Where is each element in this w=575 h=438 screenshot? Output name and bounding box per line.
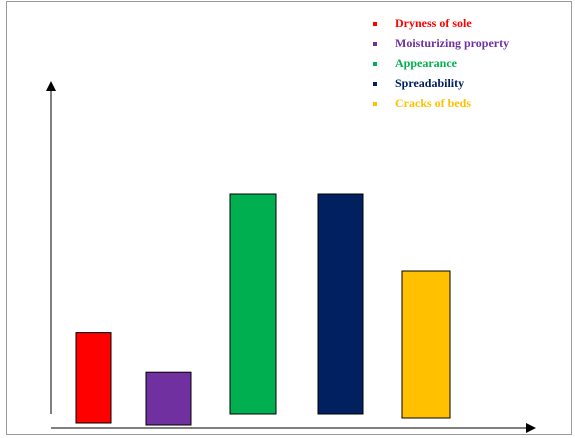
bars-group [75, 193, 451, 426]
legend-marker [373, 42, 377, 46]
bar-dryness-of-sole [75, 332, 112, 424]
legend-label: Cracks of beds [395, 96, 471, 110]
chart-frame: Dryness of sole Moisturizing property Appe… [6, 1, 572, 435]
legend-marker [373, 62, 377, 66]
bar-moisturizing-property [145, 371, 192, 426]
legend-label: Dryness of sole [395, 16, 472, 30]
bar-spreadability [317, 193, 364, 415]
bar-cracks-of-beds [401, 270, 451, 419]
legend-marker [373, 82, 377, 86]
bar-chart: Dryness of sole Moisturizing property Appe… [46, 16, 536, 433]
legend-marker [373, 102, 377, 106]
legend-marker [373, 22, 377, 26]
legend-label: Moisturizing property [395, 36, 509, 50]
legend-label: Appearance [395, 56, 458, 70]
legend: Dryness of sole Moisturizing property Appe… [373, 16, 509, 110]
legend-label: Spreadability [395, 76, 464, 90]
bar-appearance [229, 193, 277, 415]
